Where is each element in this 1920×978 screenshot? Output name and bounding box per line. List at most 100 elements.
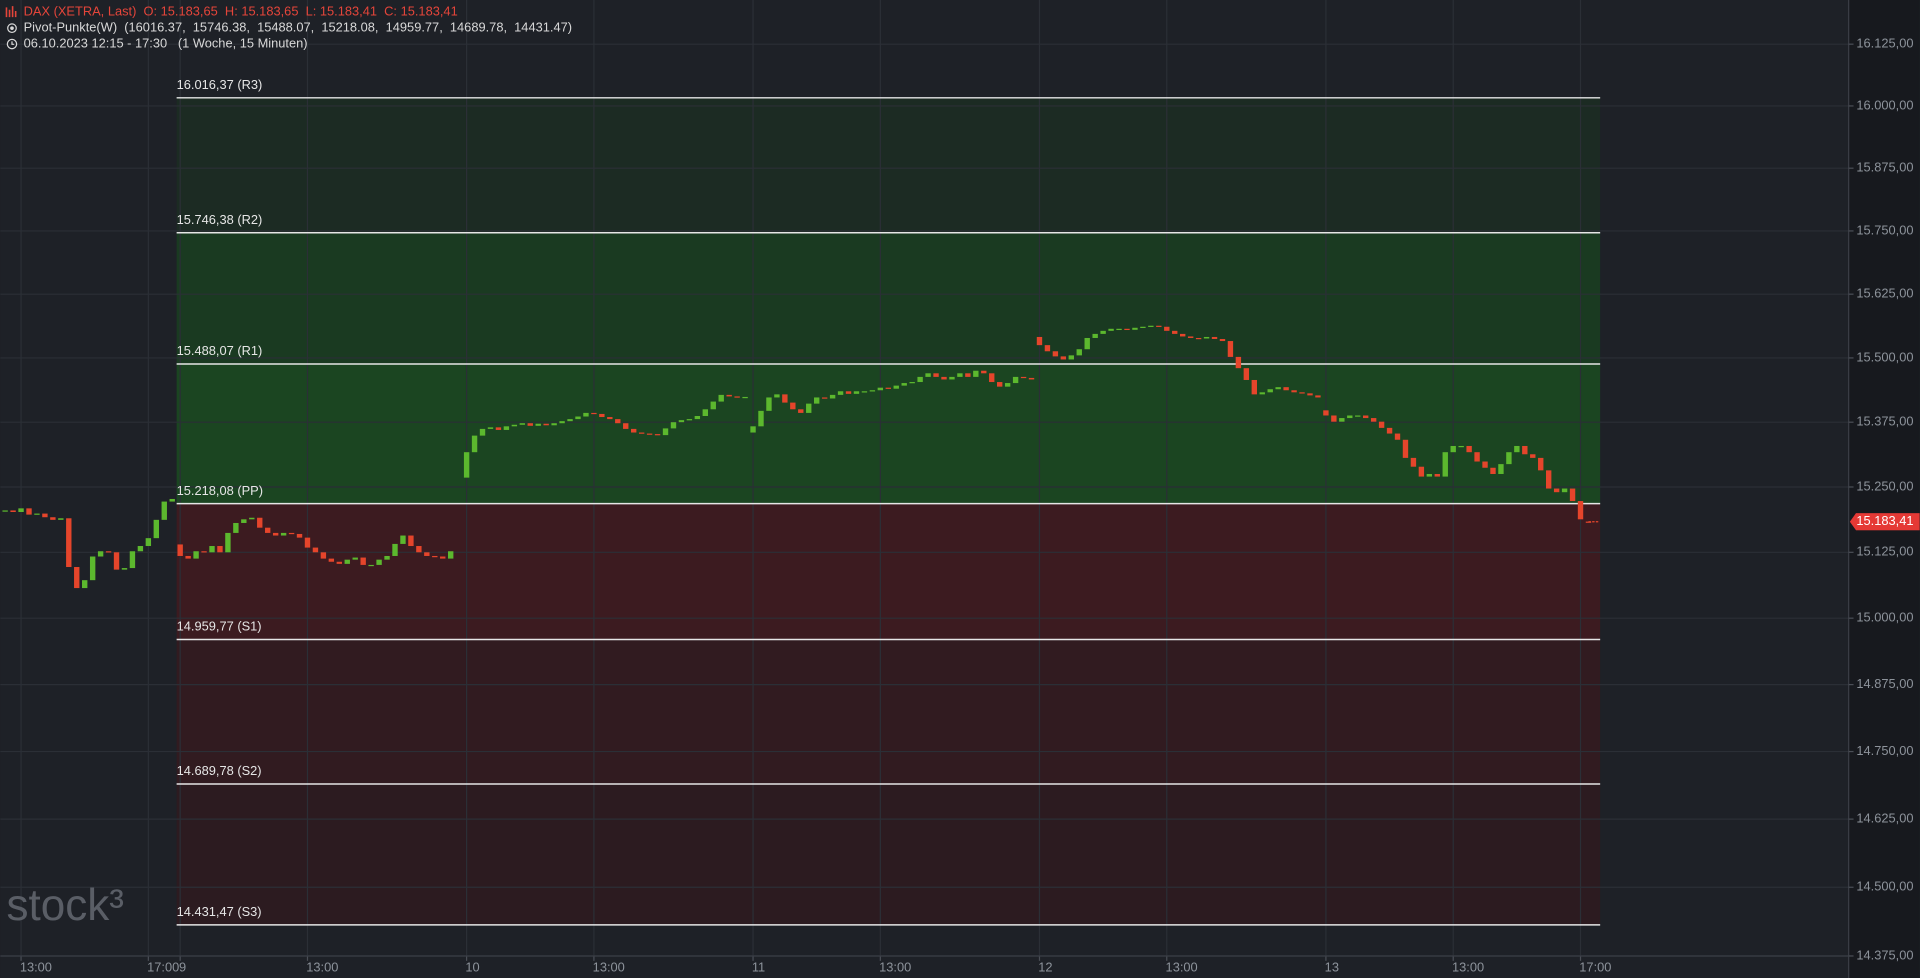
candle-body xyxy=(774,394,780,398)
candle-body xyxy=(1522,445,1528,455)
header-period: 06.10.2023 12:15 - 17:30 (1 Woche, 15 Mi… xyxy=(24,35,308,50)
watermark: stock³ xyxy=(6,881,123,930)
x-tick-label: 12 xyxy=(1038,960,1052,975)
candle-body xyxy=(1426,473,1433,477)
candle-body xyxy=(1267,389,1273,393)
candle-body xyxy=(782,394,788,403)
pivot-zone xyxy=(176,364,1601,504)
pivot-label: 15.488,07 (R1) xyxy=(177,343,263,358)
candle-body xyxy=(1036,336,1043,346)
candle-body xyxy=(312,547,319,553)
candle-body xyxy=(448,551,454,559)
candle-body xyxy=(1116,328,1122,331)
candle-body xyxy=(487,427,494,429)
y-tick-label: 15.125,00 xyxy=(1856,544,1913,559)
candle-body xyxy=(535,423,541,426)
candle-body xyxy=(97,551,104,557)
candle-body xyxy=(217,546,223,553)
candle-body xyxy=(1530,454,1536,458)
candle-body xyxy=(185,555,191,559)
candle-body xyxy=(1434,473,1440,477)
candle-body xyxy=(304,537,311,548)
candle-body xyxy=(766,397,772,411)
candle-body xyxy=(845,391,852,394)
candle-body xyxy=(1299,392,1305,394)
candle-body xyxy=(662,428,669,436)
pivot-lines: 16.016,37 (R3) 15.746,38 (R2) 15.488,07 (R… xyxy=(177,77,1601,926)
candle-body xyxy=(527,423,533,426)
y-tick-label: 15.250,00 xyxy=(1856,478,1913,493)
candle-body xyxy=(996,382,1003,387)
candle-body xyxy=(34,513,40,515)
candle-body xyxy=(1498,464,1504,474)
candle-body xyxy=(193,551,199,559)
candle-body xyxy=(432,555,438,558)
candle-body xyxy=(479,428,486,436)
candle-body xyxy=(1339,418,1345,422)
candles xyxy=(2,325,1592,589)
pivot-label: 15.746,38 (R2) xyxy=(177,212,263,227)
candle-body xyxy=(1386,427,1393,434)
candle-body xyxy=(1124,328,1130,331)
candle-body xyxy=(949,376,955,380)
candle-body xyxy=(511,424,518,427)
candle-body xyxy=(42,513,48,518)
candle-body xyxy=(1052,351,1059,357)
indicator-icon xyxy=(7,23,17,34)
candle-body xyxy=(201,551,207,553)
candle-body xyxy=(66,518,72,568)
x-tick-label: 13:00 xyxy=(879,960,911,975)
candle-body xyxy=(734,396,740,398)
candle-body xyxy=(790,402,796,410)
y-tick-label: 16.000,00 xyxy=(1856,97,1913,112)
candle-body xyxy=(941,376,947,380)
candle-body xyxy=(58,518,64,520)
candle-body xyxy=(559,421,565,424)
candle-body xyxy=(1275,387,1281,390)
candle-body xyxy=(1195,337,1202,340)
candle-body xyxy=(296,533,303,538)
candle-body xyxy=(161,501,167,520)
y-tick-label: 14.375,00 xyxy=(1856,947,1913,962)
y-tick-label: 15.000,00 xyxy=(1856,610,1913,625)
candle-body xyxy=(519,423,525,425)
candle-body xyxy=(1187,336,1194,338)
candle-body xyxy=(861,391,868,393)
candle-body xyxy=(113,552,120,570)
candle-body xyxy=(909,382,915,384)
candle-body xyxy=(678,420,685,423)
candle-body xyxy=(209,546,215,553)
candle-body xyxy=(1545,470,1552,489)
candle-body xyxy=(654,434,661,436)
candle-body xyxy=(50,517,56,520)
pivot-zone xyxy=(176,784,1601,925)
candle-body xyxy=(1235,356,1242,369)
x-tick-label: 9 xyxy=(179,960,186,975)
x-tick-label: 13 xyxy=(1325,960,1339,975)
x-tick-label: 13:00 xyxy=(593,960,625,975)
candle-body xyxy=(877,387,884,391)
candle-body xyxy=(1148,325,1154,327)
candle-body xyxy=(1482,461,1488,468)
candle-body xyxy=(1283,387,1289,391)
candle-body xyxy=(241,519,247,523)
candle-body xyxy=(551,423,557,426)
candle-body xyxy=(1569,488,1576,502)
candle-body xyxy=(177,544,183,556)
candle-body xyxy=(917,376,923,383)
y-tick-label: 14.750,00 xyxy=(1856,743,1913,758)
candle-body xyxy=(463,452,470,478)
price-axis-panel xyxy=(1848,0,1920,978)
indicator-icon-dot xyxy=(10,26,14,30)
candle-body xyxy=(344,559,350,564)
candle-body xyxy=(1370,418,1377,422)
candle-body xyxy=(18,508,24,513)
candle-body xyxy=(821,397,828,399)
candle-body xyxy=(1394,433,1401,440)
candle-body xyxy=(925,373,931,377)
candle-body xyxy=(1458,445,1464,448)
pivot-label: 14.431,47 (S3) xyxy=(177,904,262,919)
x-tick-label: 17:00 xyxy=(1579,960,1611,975)
